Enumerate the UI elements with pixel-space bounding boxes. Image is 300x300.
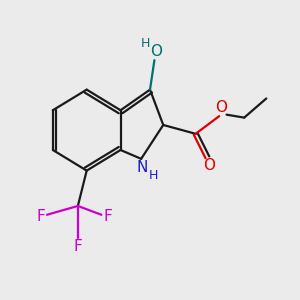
Text: F: F bbox=[103, 209, 112, 224]
Text: H: H bbox=[140, 38, 150, 50]
Text: N: N bbox=[137, 160, 148, 175]
Text: O: O bbox=[150, 44, 162, 59]
Text: H: H bbox=[149, 169, 158, 182]
Text: F: F bbox=[36, 209, 45, 224]
Text: O: O bbox=[203, 158, 215, 173]
Text: F: F bbox=[74, 239, 82, 254]
Text: O: O bbox=[216, 100, 228, 116]
